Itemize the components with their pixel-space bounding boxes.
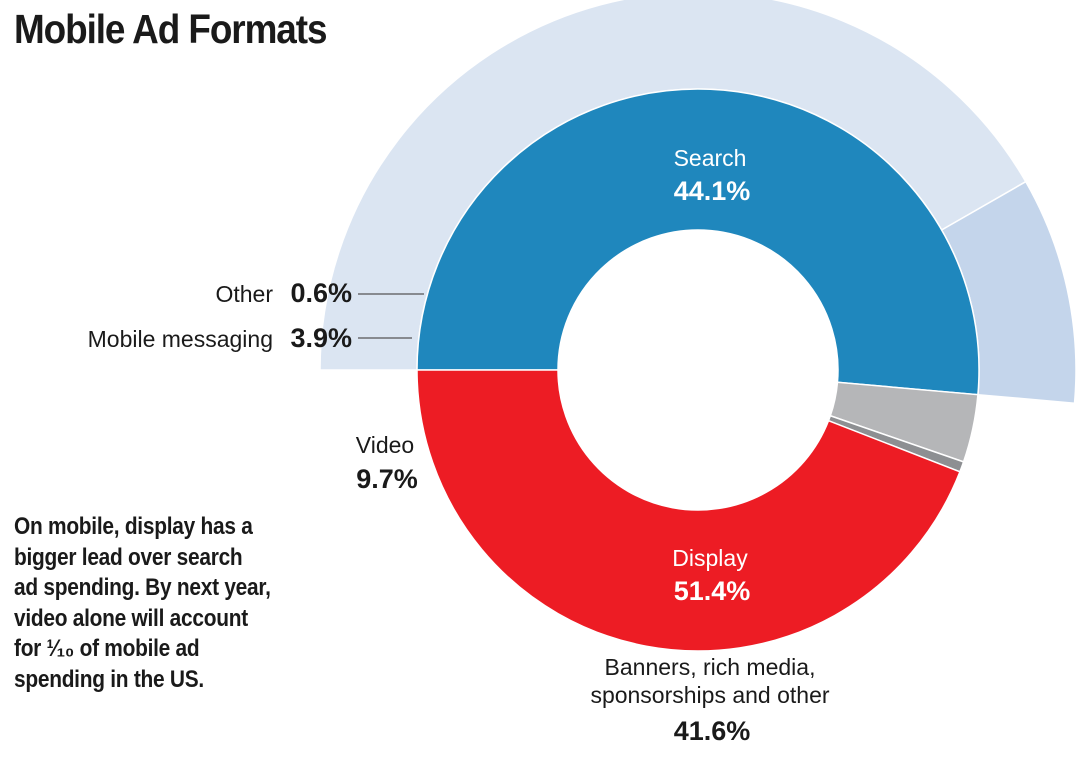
- slice-label-video: Video: [356, 432, 414, 458]
- chart-title: Mobile Ad Formats: [14, 6, 327, 52]
- slice-search: [416, 369, 961, 652]
- slice-label-search: Search: [674, 145, 747, 171]
- note-line: bigger lead over search: [14, 543, 243, 571]
- slice-label-other: Other: [215, 281, 273, 307]
- note-line: for ¹⁄₁₀ of mobile ad: [14, 635, 200, 662]
- inner-ring: [416, 88, 980, 652]
- slice-label-banners-line2: sponsorships and other: [590, 682, 829, 708]
- note-line: video alone will account: [14, 604, 248, 632]
- slice-value-search: 44.1%: [674, 176, 751, 206]
- slice-value-display: 51.4%: [674, 576, 751, 606]
- slice-label-mobile-messaging: Mobile messaging: [88, 326, 273, 352]
- slice-label-banners-line1: Banners, rich media,: [605, 654, 816, 680]
- slice-value-other: 0.6%: [290, 278, 352, 308]
- leader-lines: [358, 293, 424, 339]
- slice-display: [416, 88, 980, 396]
- note-line: On mobile, display has a: [14, 513, 253, 540]
- note-line: spending in the US.: [14, 665, 204, 693]
- slice-value-mobile-messaging: 3.9%: [290, 323, 352, 353]
- slice-value-banners: 41.6%: [674, 716, 751, 746]
- slice-label-display: Display: [672, 545, 748, 571]
- note-line: ad spending. By next year,: [14, 574, 271, 601]
- slice-value-video: 9.7%: [356, 464, 418, 494]
- annotation-note: On mobile, display has a bigger lead ove…: [14, 512, 310, 695]
